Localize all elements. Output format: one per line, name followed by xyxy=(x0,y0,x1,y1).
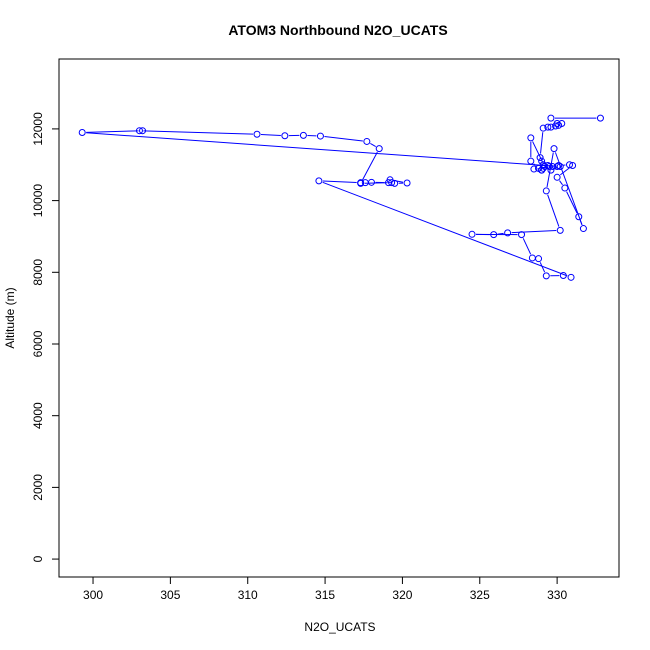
x-tick-label: 330 xyxy=(547,588,567,602)
data-point xyxy=(559,272,567,280)
data-point xyxy=(388,179,396,187)
x-tick-label: 315 xyxy=(315,588,335,602)
data-point xyxy=(78,128,86,136)
x-tick-label: 325 xyxy=(470,588,490,602)
data-point xyxy=(544,123,552,131)
data-point xyxy=(375,145,383,153)
data-point xyxy=(316,132,324,140)
chart-title: ATOM3 Northbound N2O_UCATS xyxy=(228,22,447,38)
y-tick-label: 6000 xyxy=(31,330,45,357)
data-point xyxy=(139,127,147,135)
data-point xyxy=(315,177,323,185)
data-point xyxy=(367,178,375,186)
series-segment xyxy=(322,180,357,184)
data-point xyxy=(504,229,512,237)
data-point xyxy=(538,157,546,165)
series-segment xyxy=(322,181,568,277)
x-tick-label: 305 xyxy=(160,588,180,602)
data-point xyxy=(536,154,544,162)
data-point xyxy=(567,273,575,281)
data-point xyxy=(253,130,261,138)
data-point xyxy=(569,161,577,169)
series-segment xyxy=(566,191,578,214)
series-segment xyxy=(559,180,563,186)
data-point xyxy=(547,114,555,122)
data-point xyxy=(539,164,547,172)
x-axis-label: N2O_UCATS xyxy=(304,620,375,634)
y-tick-label: 0 xyxy=(31,555,45,562)
series-segment xyxy=(532,141,544,164)
data-point xyxy=(391,179,399,187)
data-point xyxy=(545,163,553,171)
series-segment xyxy=(559,167,570,176)
series-segment xyxy=(511,230,557,234)
y-tick-label: 4000 xyxy=(31,402,45,429)
data-point xyxy=(135,127,143,135)
data-point xyxy=(299,131,307,139)
data-point xyxy=(547,123,555,131)
data-point xyxy=(518,231,526,239)
data-point xyxy=(556,163,564,171)
data-point xyxy=(547,166,555,174)
x-tick-label: 310 xyxy=(238,588,258,602)
y-axis-label: Altitude (m) xyxy=(3,287,17,348)
x-tick-label: 320 xyxy=(392,588,412,602)
data-point xyxy=(530,165,538,173)
data-point xyxy=(550,145,558,153)
series-segment xyxy=(522,238,532,255)
series-segment xyxy=(324,136,363,142)
data-point xyxy=(575,213,583,221)
data-point xyxy=(555,121,563,129)
y-tick-label: 2000 xyxy=(31,474,45,501)
data-point xyxy=(357,179,365,187)
series-segment xyxy=(539,262,546,273)
series-segment xyxy=(260,133,281,137)
data-point xyxy=(363,137,371,145)
y-tick-label: 12000 xyxy=(31,112,45,146)
data-point xyxy=(403,179,411,187)
data-point xyxy=(527,157,535,165)
y-axis: 0 2000 4000 6000 8000 10000 12000 xyxy=(31,112,60,562)
data-point xyxy=(553,163,561,171)
data-point xyxy=(542,272,550,280)
data-point xyxy=(579,225,587,233)
data-point xyxy=(555,161,563,169)
data-point xyxy=(528,254,536,262)
data-point xyxy=(527,134,535,142)
series-segment xyxy=(86,132,557,167)
data-point xyxy=(490,231,498,239)
data-point xyxy=(468,230,476,238)
data-point xyxy=(565,161,573,169)
data-point xyxy=(538,166,546,174)
series-segment xyxy=(143,130,254,135)
x-axis: 300 305 310 315 320 325 330 xyxy=(83,576,567,602)
data-point xyxy=(542,187,550,195)
series-segment xyxy=(370,143,377,148)
data-point xyxy=(552,122,560,130)
data-point xyxy=(556,226,564,234)
x-tick-label: 300 xyxy=(83,588,103,602)
series-segment xyxy=(86,130,139,133)
data-point xyxy=(281,132,289,140)
series-group xyxy=(78,114,604,281)
data-point xyxy=(535,255,543,263)
y-tick-label: 8000 xyxy=(31,259,45,286)
series-segment xyxy=(547,194,560,227)
series-segment xyxy=(540,132,544,154)
data-point xyxy=(561,184,569,192)
y-tick-label: 10000 xyxy=(31,184,45,218)
data-point xyxy=(539,124,547,132)
data-point xyxy=(596,114,604,122)
data-point xyxy=(553,173,561,181)
series-segment xyxy=(362,151,378,181)
